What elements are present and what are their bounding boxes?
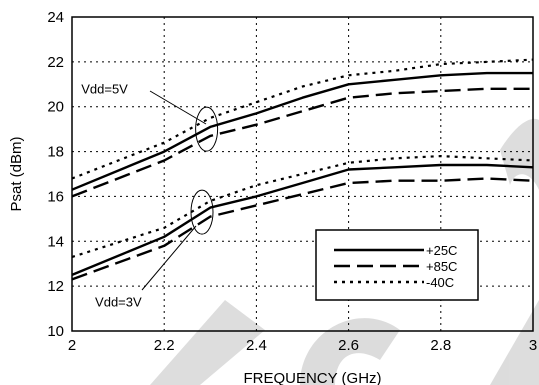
series-line-vdd-3v-solid xyxy=(71,163,534,277)
y-tick-label: 10 xyxy=(47,323,64,340)
legend-label-25c: +25C xyxy=(426,243,457,258)
series-line-vdd-5v-dashed xyxy=(71,87,533,198)
legend-label-minus40c: -40C xyxy=(426,275,454,290)
annotation-leaders xyxy=(141,90,207,291)
annotation-vdd-5v: Vdd=5V xyxy=(81,81,128,96)
group-markers xyxy=(190,106,219,235)
plot-frame xyxy=(71,16,534,332)
watermark-stroke-1 xyxy=(150,300,265,385)
x-tick-label: 2.6 xyxy=(338,337,359,354)
y-tick-label: 12 xyxy=(47,278,64,295)
y-tick-label: 18 xyxy=(47,144,64,161)
series-lines xyxy=(71,58,534,281)
y-axis-title: Psat (dBm) xyxy=(8,136,25,211)
x-tick-label: 2.8 xyxy=(430,337,451,354)
watermark xyxy=(150,118,539,385)
x-axis-title: FREQUENCY (GHz) xyxy=(243,370,381,385)
leader-vdd-3v xyxy=(141,225,197,291)
x-tick-label: 2 xyxy=(68,337,76,354)
ellipse-vdd-3v xyxy=(190,189,214,235)
legend: +25C +85C -40C xyxy=(315,229,479,301)
series-line-vdd-3v-dotted xyxy=(71,155,534,259)
watermark-stroke-2 xyxy=(300,318,400,385)
series-line-vdd-5v-solid xyxy=(71,71,533,191)
ellipse-vdd-5v xyxy=(195,106,219,152)
legend-label-85c: +85C xyxy=(426,259,457,274)
watermark-stroke-4 xyxy=(500,118,539,190)
watermark-stroke-3 xyxy=(490,300,539,385)
annotation-vdd-3v: Vdd=3V xyxy=(95,294,142,309)
x-tick-label: 2.4 xyxy=(246,337,267,354)
x-tick-label: 2.2 xyxy=(154,337,175,354)
leader-vdd-5v xyxy=(149,90,207,125)
series-line-vdd-5v-dotted xyxy=(71,58,534,180)
tick-labels: 2 2.2 2.4 2.6 2.8 3 10 12 14 16 18 20 22 24 xyxy=(47,9,537,354)
y-tick-label: 24 xyxy=(47,9,64,26)
y-tick-label: 14 xyxy=(47,233,64,250)
series-line-vdd-3v-dashed xyxy=(71,177,534,281)
y-tick-label: 22 xyxy=(47,54,64,71)
y-tick-label: 20 xyxy=(47,99,64,116)
y-tick-label: 16 xyxy=(47,188,64,205)
x-tick-label: 3 xyxy=(529,337,537,354)
